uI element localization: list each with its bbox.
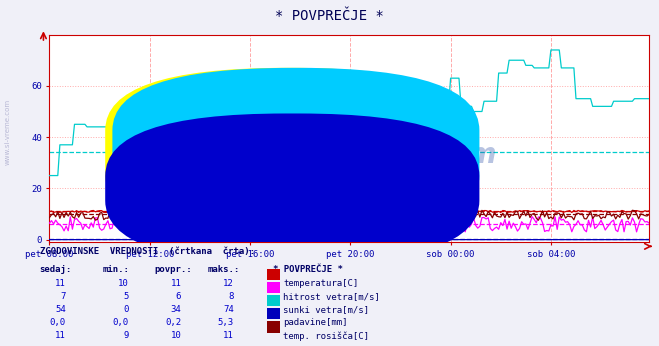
Text: 5,3: 5,3 <box>218 318 234 327</box>
Text: 6: 6 <box>176 292 181 301</box>
Text: povpr.:: povpr.: <box>155 265 192 274</box>
Text: 74: 74 <box>223 305 234 314</box>
Text: 5: 5 <box>123 292 129 301</box>
Text: 0,2: 0,2 <box>165 318 181 327</box>
Text: sunki vetra[m/s]: sunki vetra[m/s] <box>283 305 370 314</box>
Text: hitrost vetra[m/s]: hitrost vetra[m/s] <box>283 292 380 301</box>
Text: 0: 0 <box>123 305 129 314</box>
Text: * POVPREČJE *: * POVPREČJE * <box>275 9 384 22</box>
Text: * POVPREČJE *: * POVPREČJE * <box>273 265 343 274</box>
Text: 9: 9 <box>123 331 129 340</box>
Text: 34: 34 <box>171 305 181 314</box>
Text: 11: 11 <box>223 331 234 340</box>
Text: 54: 54 <box>55 305 66 314</box>
Text: 0,0: 0,0 <box>50 318 66 327</box>
Text: padavine[mm]: padavine[mm] <box>283 318 348 327</box>
Text: 7: 7 <box>61 292 66 301</box>
Text: 11: 11 <box>171 279 181 288</box>
Text: 10: 10 <box>118 279 129 288</box>
Text: 8: 8 <box>229 292 234 301</box>
Text: www.si-vreme.com: www.si-vreme.com <box>5 98 11 165</box>
Text: 12: 12 <box>223 279 234 288</box>
Text: maks.:: maks.: <box>208 265 240 274</box>
Text: 0,0: 0,0 <box>113 318 129 327</box>
Text: 10: 10 <box>171 331 181 340</box>
Text: 11: 11 <box>55 279 66 288</box>
Text: sedaj:: sedaj: <box>40 265 72 274</box>
Text: temperatura[C]: temperatura[C] <box>283 279 358 288</box>
Text: 11: 11 <box>55 331 66 340</box>
FancyBboxPatch shape <box>113 68 479 238</box>
Text: min.:: min.: <box>102 265 129 274</box>
Text: www.si-vreme.com: www.si-vreme.com <box>201 141 498 169</box>
Text: temp. rosišča[C]: temp. rosišča[C] <box>283 331 370 340</box>
FancyBboxPatch shape <box>105 68 473 238</box>
FancyBboxPatch shape <box>105 113 479 263</box>
Text: ZGODOVINSKE  VREDNOSTI  (črtkana  črta):: ZGODOVINSKE VREDNOSTI (črtkana črta): <box>40 247 254 256</box>
